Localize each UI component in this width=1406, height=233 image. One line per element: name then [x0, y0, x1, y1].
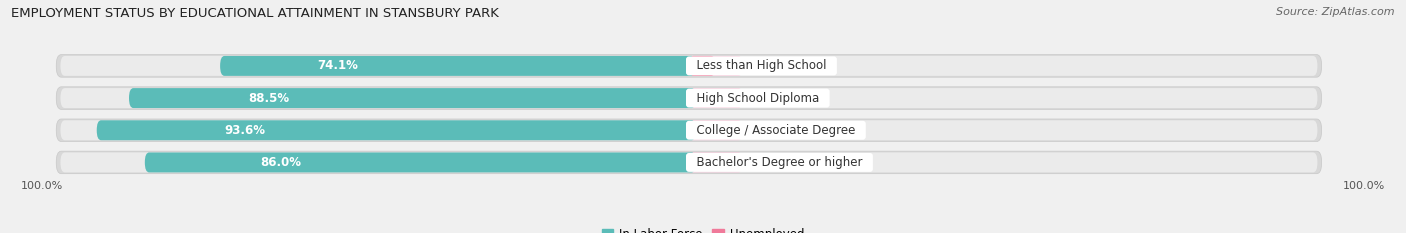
FancyBboxPatch shape: [221, 56, 696, 76]
FancyBboxPatch shape: [145, 152, 696, 172]
Text: Bachelor's Degree or higher: Bachelor's Degree or higher: [689, 156, 870, 169]
FancyBboxPatch shape: [129, 88, 696, 108]
Text: 74.1%: 74.1%: [316, 59, 357, 72]
FancyBboxPatch shape: [56, 151, 1322, 174]
FancyBboxPatch shape: [689, 152, 742, 172]
Text: High School Diploma: High School Diploma: [689, 92, 827, 105]
Text: 100.0%: 100.0%: [21, 181, 63, 191]
Text: 0.0%: 0.0%: [759, 92, 792, 105]
FancyBboxPatch shape: [56, 119, 1322, 141]
Text: 88.5%: 88.5%: [249, 92, 290, 105]
FancyBboxPatch shape: [56, 55, 1322, 77]
FancyBboxPatch shape: [56, 87, 1322, 109]
Legend: In Labor Force, Unemployed: In Labor Force, Unemployed: [598, 224, 808, 233]
FancyBboxPatch shape: [60, 88, 1317, 108]
Text: 0.0%: 0.0%: [759, 124, 792, 137]
Text: 4.2%: 4.2%: [759, 59, 793, 72]
FancyBboxPatch shape: [97, 120, 696, 140]
Text: 100.0%: 100.0%: [1343, 181, 1385, 191]
FancyBboxPatch shape: [689, 88, 742, 108]
FancyBboxPatch shape: [689, 120, 742, 140]
Text: Less than High School: Less than High School: [689, 59, 834, 72]
Text: 0.0%: 0.0%: [759, 156, 792, 169]
FancyBboxPatch shape: [60, 56, 1317, 76]
Text: Source: ZipAtlas.com: Source: ZipAtlas.com: [1277, 7, 1395, 17]
FancyBboxPatch shape: [60, 120, 1317, 140]
FancyBboxPatch shape: [689, 56, 716, 76]
FancyBboxPatch shape: [60, 152, 1317, 172]
Text: EMPLOYMENT STATUS BY EDUCATIONAL ATTAINMENT IN STANSBURY PARK: EMPLOYMENT STATUS BY EDUCATIONAL ATTAINM…: [11, 7, 499, 20]
Text: College / Associate Degree: College / Associate Degree: [689, 124, 863, 137]
Text: 93.6%: 93.6%: [225, 124, 266, 137]
FancyBboxPatch shape: [689, 56, 742, 76]
Text: 86.0%: 86.0%: [260, 156, 301, 169]
